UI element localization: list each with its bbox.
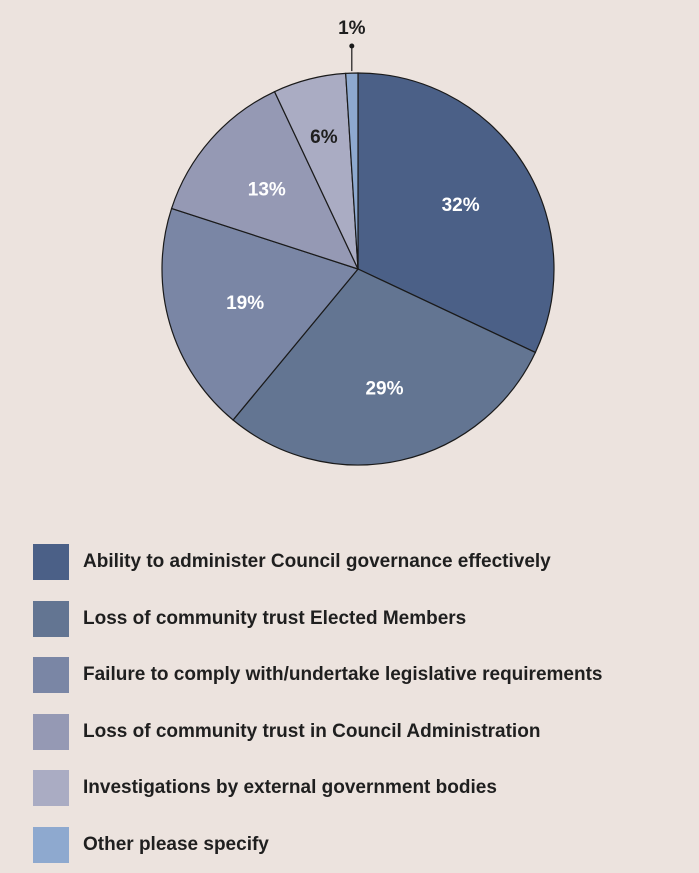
pie-labels: 32% 29% 19% 13% 6% 1% xyxy=(226,18,480,400)
slice-data-label: 32% xyxy=(442,195,480,216)
legend-swatch xyxy=(33,770,69,806)
legend-item: Loss of community trust in Council Admin… xyxy=(33,713,602,750)
pie-slice xyxy=(170,90,360,270)
leader-dot xyxy=(349,43,355,49)
legend-label: Loss of community trust in Council Admin… xyxy=(83,720,541,742)
slice-data-label: 19% xyxy=(226,293,264,314)
legend: Ability to administer Council governance… xyxy=(33,544,602,873)
legend-swatch xyxy=(33,600,69,637)
legend-item: Ability to administer Council governance… xyxy=(33,544,602,580)
legend-swatch xyxy=(33,544,69,580)
pie-slice xyxy=(161,207,360,421)
pie-slice xyxy=(232,268,537,466)
slice-data-label: 1% xyxy=(338,18,366,39)
legend-item: Investigations by external government bo… xyxy=(33,770,602,806)
pie-chart: 32% 29% 19% 13% 6% 1% xyxy=(161,18,555,466)
legend-swatch xyxy=(33,826,69,863)
legend-label: Investigations by external government bo… xyxy=(83,777,497,798)
legend-label: Ability to administer Council governance… xyxy=(83,551,551,572)
legend-item: Loss of community trust Elected Members xyxy=(33,600,602,637)
pie-slice xyxy=(345,72,359,270)
legend-item: Failure to comply with/undertake legisla… xyxy=(33,657,602,693)
legend-label: Other please specify xyxy=(83,833,269,855)
legend-label: Loss of community trust Elected Members xyxy=(83,607,467,629)
legend-swatch xyxy=(33,657,69,693)
slice-data-label: 29% xyxy=(365,379,403,400)
pie-slices xyxy=(161,72,555,466)
legend-swatch xyxy=(33,713,69,750)
slice-data-label: 6% xyxy=(310,127,338,148)
legend-label: Failure to comply with/undertake legisla… xyxy=(83,664,603,685)
slice-data-label: 13% xyxy=(248,180,286,201)
pie-slice xyxy=(357,72,555,354)
legend-item: Other please specify xyxy=(33,826,602,863)
